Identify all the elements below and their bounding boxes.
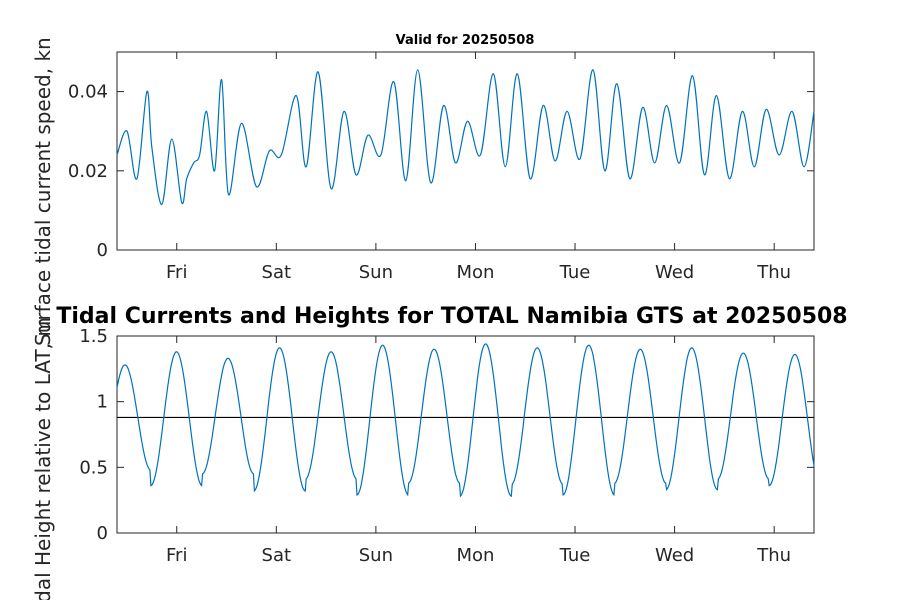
y-tick-label: 0 xyxy=(97,240,108,261)
x-tick-label: Thu xyxy=(756,545,791,566)
y-axis: 0 0.02 0.04 xyxy=(68,82,814,261)
y-tick-label: 1 xyxy=(97,392,108,413)
x-axis: Fri Sat Sun Mon Tue Wed Thu xyxy=(166,336,791,566)
chart-title: Tidal Currents and Heights for TOTAL Nam… xyxy=(56,304,847,329)
x-tick-label: Sun xyxy=(359,262,393,283)
x-tick-label: Fri xyxy=(166,262,187,283)
tidal-height-series xyxy=(116,343,815,498)
x-tick-label: Tue xyxy=(559,262,591,283)
x-tick-label: Fri xyxy=(166,545,187,566)
x-tick-label: Mon xyxy=(456,262,494,283)
y-axis: 0 0.5 1 1.5 xyxy=(79,326,814,544)
x-tick-label: Mon xyxy=(456,545,494,566)
tidal-height-chart: 0 0.5 1 1.5 Fri Sat Sun Mon Tue Wed Thu Tidal Cur… xyxy=(56,304,847,566)
x-tick-label: Thu xyxy=(756,262,791,283)
x-tick-label: Sun xyxy=(359,545,393,566)
current-speed-chart: Valid for 20250508 0 0.02 0.04 Fri Sat Sun Mo… xyxy=(68,33,815,283)
chart-title: Valid for 20250508 xyxy=(396,33,535,48)
y-tick-label: 1.5 xyxy=(79,326,108,347)
x-tick-label: Sat xyxy=(262,545,292,566)
x-tick-label: Tue xyxy=(559,545,591,566)
y-tick-label: 0.5 xyxy=(79,457,108,478)
x-axis: Fri Sat Sun Mon Tue Wed Thu xyxy=(166,52,791,283)
x-tick-label: Wed xyxy=(655,262,694,283)
y-tick-label: 0.02 xyxy=(68,161,108,182)
y-axis-label: Surface tidal current speed, kn xyxy=(31,37,55,346)
current-speed-series xyxy=(116,69,815,206)
y-tick-label: 0.04 xyxy=(68,82,108,103)
x-tick-label: Sat xyxy=(262,262,292,283)
y-tick-label: 0 xyxy=(97,523,108,544)
plot-area xyxy=(116,51,815,251)
x-tick-label: Wed xyxy=(655,545,694,566)
y-axis-label: Tidal Height relative to LAT, m xyxy=(31,317,55,600)
plot-area xyxy=(116,335,815,534)
